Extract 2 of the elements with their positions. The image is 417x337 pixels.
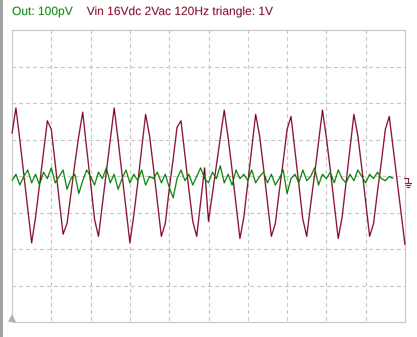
text: Vin 16Vdc 2Vac 120Hz triangle: 1V (86, 4, 274, 18)
text: Out: 100pV (12, 4, 73, 18)
